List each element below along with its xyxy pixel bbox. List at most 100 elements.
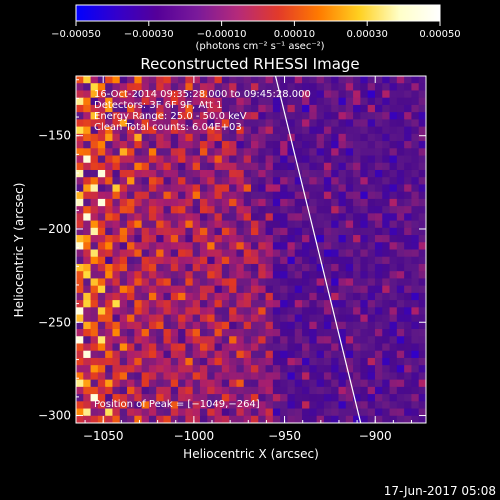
heatmap-pixel — [418, 263, 426, 272]
heatmap-pixel — [178, 90, 186, 99]
heatmap-pixel — [323, 227, 332, 236]
heatmap-pixel — [112, 83, 121, 92]
heatmap-pixel — [170, 249, 179, 258]
heatmap-pixel — [251, 191, 259, 200]
heatmap-pixel — [404, 235, 413, 243]
heatmap-pixel — [411, 148, 420, 157]
heatmap-pixel — [251, 83, 259, 92]
heatmap-pixel — [374, 343, 383, 352]
heatmap-pixel — [141, 148, 150, 157]
heatmap-pixel — [170, 263, 179, 272]
heatmap-pixel — [105, 104, 114, 113]
heatmap-pixel — [148, 162, 157, 171]
heatmap-pixel — [374, 285, 383, 294]
heatmap-pixel — [331, 155, 340, 164]
heatmap-pixel — [141, 401, 150, 410]
heatmap-pixel — [170, 104, 179, 113]
heatmap-pixel — [345, 379, 354, 388]
heatmap-pixel — [229, 162, 238, 171]
heatmap-pixel — [251, 386, 259, 395]
heatmap-pixel — [83, 336, 92, 345]
heatmap-pixel — [156, 343, 165, 352]
heatmap-pixel — [389, 126, 398, 135]
heatmap-pixel — [411, 408, 420, 417]
heatmap-pixel — [302, 271, 310, 280]
heatmap-pixel — [76, 177, 84, 186]
heatmap-pixel — [229, 343, 238, 352]
heatmap-pixel — [374, 220, 383, 229]
heatmap-pixel — [258, 394, 267, 402]
heatmap-pixel — [302, 206, 310, 214]
heatmap-pixel — [76, 83, 84, 92]
colorbar-tick-label: 0.00010 — [274, 29, 315, 40]
heatmap-pixel — [272, 155, 281, 164]
heatmap-pixel — [163, 343, 172, 352]
heatmap-pixel — [243, 343, 252, 352]
heatmap-pixel — [119, 350, 128, 359]
heatmap-pixel — [331, 408, 340, 417]
heatmap-pixel — [396, 278, 405, 287]
heatmap-pixel — [185, 401, 194, 410]
heatmap-pixel — [382, 184, 391, 193]
heatmap-pixel — [287, 220, 296, 229]
heatmap-pixel — [309, 379, 318, 388]
heatmap-pixel — [243, 285, 252, 294]
heatmap-pixel — [199, 169, 208, 178]
heatmap-pixel — [404, 256, 413, 265]
heatmap-pixel — [338, 184, 347, 193]
heatmap-pixel — [163, 141, 172, 149]
colorbar-tick-label: 0.00030 — [347, 29, 388, 40]
heatmap-pixel — [229, 365, 238, 373]
heatmap-pixel — [134, 213, 143, 222]
heatmap-pixel — [280, 343, 289, 352]
heatmap-pixel — [316, 307, 325, 316]
heatmap-pixel — [83, 83, 92, 92]
heatmap-pixel — [418, 141, 426, 149]
heatmap-pixel — [97, 256, 106, 265]
heatmap-pixel — [272, 119, 281, 128]
heatmap-pixel — [97, 314, 106, 323]
heatmap-pixel — [258, 104, 267, 113]
heatmap-pixel — [236, 415, 245, 423]
heatmap-pixel — [76, 220, 84, 229]
heatmap-pixel — [163, 379, 172, 388]
heatmap-pixel — [199, 76, 208, 84]
heatmap-pixel — [331, 321, 340, 330]
heatmap-pixel — [316, 155, 325, 164]
heatmap-pixel — [323, 97, 332, 106]
heatmap-pixel — [411, 300, 420, 308]
heatmap-pixel — [287, 379, 296, 388]
heatmap-pixel — [148, 263, 157, 272]
heatmap-pixel — [76, 155, 84, 164]
heatmap-pixel — [374, 119, 383, 128]
heatmap-pixel — [374, 357, 383, 366]
heatmap-pixel — [199, 343, 208, 352]
heatmap-pixel — [404, 365, 413, 373]
heatmap-pixel — [265, 227, 274, 236]
heatmap-pixel — [170, 329, 179, 337]
heatmap-pixel — [90, 300, 99, 308]
heatmap-pixel — [243, 278, 252, 287]
heatmap-pixel — [185, 126, 194, 135]
heatmap-pixel — [214, 242, 223, 251]
heatmap-pixel — [382, 206, 391, 214]
heatmap-pixel — [418, 343, 426, 352]
heatmap-pixel — [185, 112, 194, 120]
heatmap-pixel — [287, 104, 296, 113]
heatmap-pixel — [389, 104, 398, 113]
heatmap-pixel — [382, 415, 391, 423]
heatmap-pixel — [236, 365, 245, 373]
heatmap-pixel — [185, 235, 194, 243]
heatmap-pixel — [353, 350, 361, 359]
heatmap-pixel — [258, 321, 267, 330]
heatmap-pixel — [192, 357, 201, 366]
heatmap-pixel — [331, 198, 340, 207]
heatmap-pixel — [360, 314, 369, 323]
heatmap-pixel — [411, 271, 420, 280]
heatmap-pixel — [418, 408, 426, 417]
heatmap-pixel — [207, 357, 216, 366]
heatmap-pixel — [367, 119, 376, 128]
heatmap-pixel — [119, 141, 128, 149]
heatmap-pixel — [302, 213, 310, 222]
heatmap-pixel — [258, 112, 267, 120]
